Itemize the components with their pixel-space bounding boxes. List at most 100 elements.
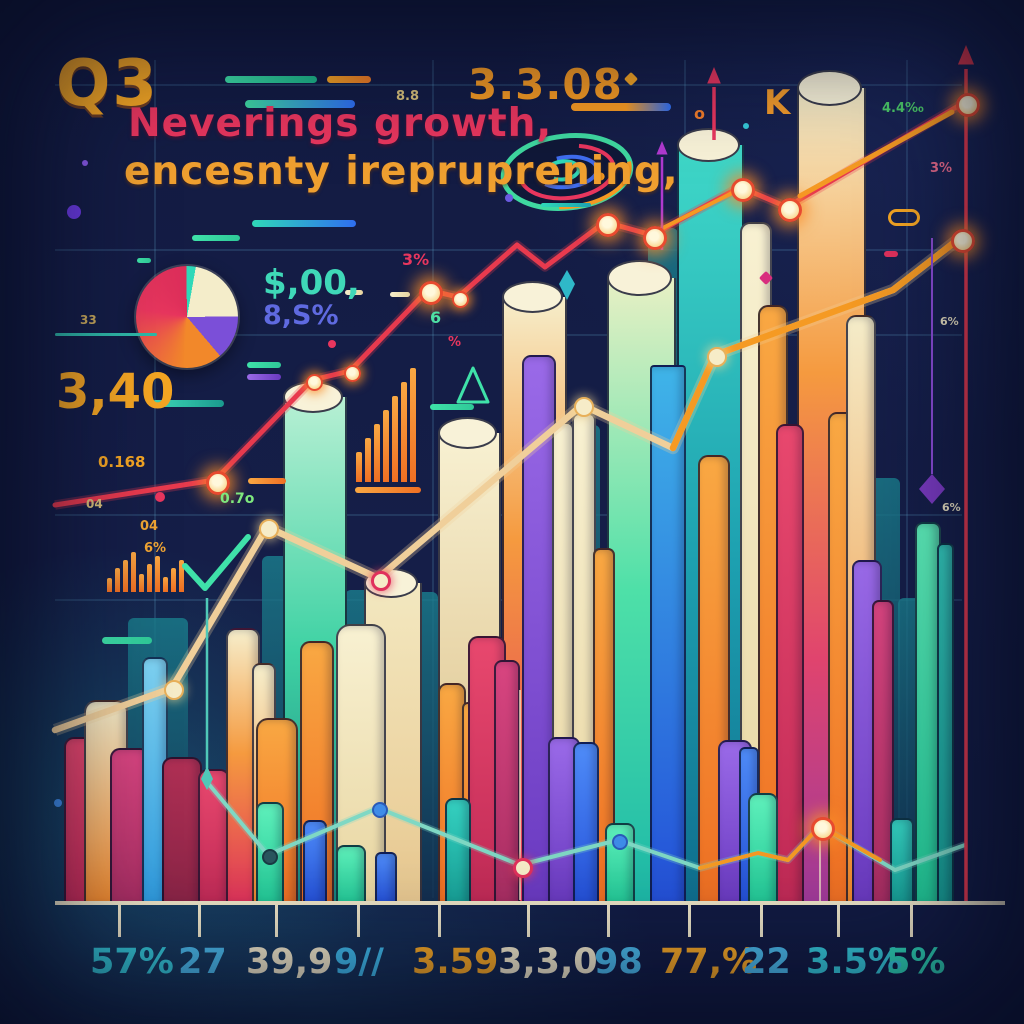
decor-dot: [328, 340, 336, 348]
x-axis-tick: [118, 903, 121, 937]
line-node: [164, 680, 184, 700]
bar: [937, 543, 954, 905]
bottom-trend-overlay: [698, 824, 882, 870]
sparkline-bar: [123, 560, 128, 592]
x-axis-label: 3.5%: [806, 942, 904, 982]
tiny-6pct-r1: 6%: [940, 315, 959, 328]
triangle-outline: [456, 366, 490, 404]
decor-dash: [390, 292, 410, 297]
decor-dash: [252, 220, 356, 227]
x-axis-tick: [438, 903, 441, 937]
bar: [494, 660, 520, 905]
x-axis-line: [55, 901, 1005, 905]
tiny-44: 4.4‰: [882, 101, 924, 116]
main-trend-overlay: [797, 109, 955, 199]
line-node: [596, 213, 620, 237]
line-node: [371, 571, 391, 591]
k-label: K: [764, 83, 791, 123]
tiny-0168: 0.168: [98, 453, 146, 471]
sparkline-bar: [171, 568, 176, 592]
bar: [336, 845, 366, 905]
x-axis-tick: [607, 903, 610, 937]
mini-bar-glyph-bar: [365, 438, 371, 482]
decor-dash: [225, 76, 317, 83]
decor-dash: [345, 290, 363, 295]
x-axis-label: 3.59: [412, 942, 499, 982]
decor-dot: [743, 123, 749, 129]
mini-bar-glyph-bar: [383, 410, 389, 482]
bar: [776, 424, 804, 905]
cylinder-top: [502, 281, 563, 313]
bar: [445, 798, 471, 905]
x-axis-tick: [198, 903, 201, 937]
line-node: [951, 229, 975, 253]
main-trend-overlay: [653, 188, 740, 234]
orange-pill-outline: [888, 209, 920, 226]
x-axis-label: 98: [594, 942, 643, 982]
decor-dot: [505, 194, 513, 202]
line-node: [778, 198, 802, 222]
bar: [872, 600, 894, 905]
line-node: [262, 849, 278, 865]
pct-stat: 8,S%: [263, 300, 339, 331]
decor-dot: [67, 205, 81, 219]
x-axis-tick: [275, 903, 278, 937]
line-node: [707, 347, 727, 367]
line-node: [206, 471, 230, 495]
check-mark: [182, 534, 251, 591]
tiny-pct: %: [448, 335, 462, 350]
o-marker: o: [694, 104, 705, 123]
line-node: [372, 802, 388, 818]
teal-kite-down: [559, 270, 575, 300]
x-axis-label: 39,9: [246, 942, 333, 982]
sparkline-bar: [107, 578, 112, 592]
decor-dash: [192, 235, 240, 241]
line-node: [811, 817, 835, 841]
big-stat: 3,40: [56, 364, 175, 420]
x-axis-label: 9//: [334, 942, 384, 982]
sparkline-bar: [179, 560, 184, 592]
quarter-label: Q3: [56, 47, 159, 121]
x-axis-tick: [357, 903, 360, 937]
line-node: [956, 93, 980, 117]
title-line-1: Neverings growth,: [128, 101, 553, 146]
tiny-04a: 04: [86, 497, 103, 511]
decor-dot: [155, 492, 165, 502]
line-node: [612, 834, 628, 850]
tiny-3pct: 3%: [402, 250, 430, 269]
decor-dash: [137, 258, 151, 263]
x-axis-label: 77,%: [660, 942, 758, 982]
bar: [573, 742, 599, 905]
line-node: [305, 373, 323, 391]
red-pill: [884, 251, 898, 257]
cylinder-top: [438, 417, 497, 449]
bar: [748, 793, 778, 905]
pie-chart-icon: [136, 266, 238, 368]
mini-bar-glyph-bar: [401, 382, 407, 482]
cylinder-top: [797, 70, 862, 106]
mini-bar-glyph-bar: [374, 424, 380, 482]
purple-diamond: [919, 474, 945, 504]
line-node: [731, 178, 755, 202]
decor-dash: [571, 103, 671, 111]
teal-line-start-kite: [201, 766, 213, 790]
line-node: [259, 519, 279, 539]
x-axis-tick: [837, 903, 840, 937]
decor-dash: [248, 478, 286, 484]
mini-bar-glyph-bar: [410, 368, 416, 482]
line-node: [574, 397, 594, 417]
sparkline-bar: [131, 552, 136, 592]
right-axis-arrow-head: [957, 45, 975, 65]
sparkline-bar: [139, 574, 144, 592]
tiny-6: 6: [430, 308, 442, 327]
decor-dash: [152, 400, 224, 407]
x-axis-label: 5%: [886, 942, 946, 982]
decor-dash: [247, 362, 281, 368]
x-axis-label: 27: [178, 942, 227, 982]
decor-dot: [54, 799, 62, 807]
tiny-04b: 04: [140, 519, 159, 534]
